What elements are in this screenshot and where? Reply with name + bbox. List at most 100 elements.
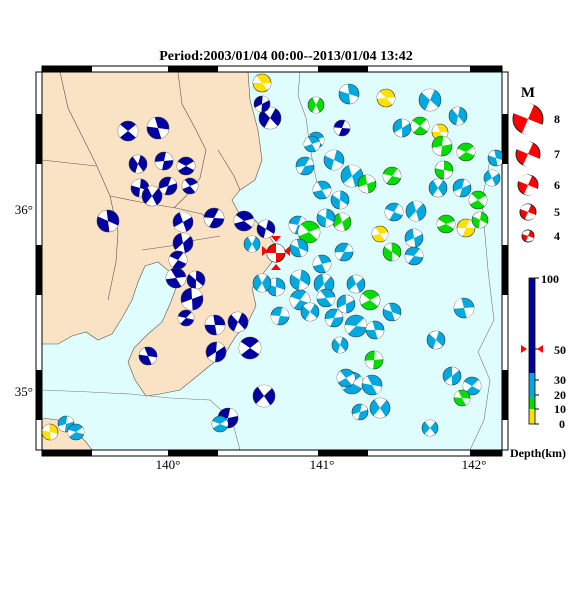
focal-mechanism xyxy=(359,289,381,311)
focal-mechanism xyxy=(334,242,354,262)
focal-mechanism xyxy=(312,254,332,274)
focal-mechanism xyxy=(369,397,391,419)
focal-mechanism xyxy=(303,135,321,153)
focal-mechanism xyxy=(300,302,320,322)
focal-mechanism xyxy=(336,294,356,314)
depth-tick-label: 20 xyxy=(554,388,566,402)
map-title: Period:2003/01/04 00:00--2013/01/04 13:4… xyxy=(159,49,413,64)
focal-mechanisms-layer xyxy=(42,73,502,441)
focal-mechanism xyxy=(442,366,462,386)
focal-mechanism xyxy=(243,235,261,253)
focal-mechanism xyxy=(336,368,356,388)
focal-mechanism xyxy=(330,190,350,210)
focal-mechanism xyxy=(141,185,163,207)
focal-mechanism xyxy=(256,219,276,239)
focal-mechanism xyxy=(211,415,229,433)
focal-mechanism xyxy=(96,209,120,233)
magnitude-legend-ball xyxy=(515,141,541,167)
focal-mechanism xyxy=(468,190,488,210)
magnitude-legend-label: 4 xyxy=(554,229,560,243)
depth-legend-unit: Depth(km) xyxy=(510,446,566,460)
magnitude-legend-ball xyxy=(517,174,539,196)
bathymetry-contour xyxy=(297,72,321,201)
magnitude-legend-title: M xyxy=(521,85,535,101)
depth-tick-label: 10 xyxy=(554,402,566,416)
focal-mechanism xyxy=(253,95,271,113)
focal-mechanism xyxy=(297,220,321,244)
focal-mechanism xyxy=(471,211,489,229)
mainshock-marker xyxy=(262,236,290,270)
magnitude-legend-label: 7 xyxy=(554,147,560,161)
focal-mechanism xyxy=(365,320,385,340)
magnitude-legend-ball xyxy=(512,103,544,135)
focal-mechanism xyxy=(252,73,272,93)
map-area xyxy=(42,72,502,450)
focal-mechanism xyxy=(344,314,368,338)
focal-mechanism xyxy=(316,288,336,308)
focal-mechanism xyxy=(384,202,404,222)
focal-mechanism xyxy=(371,225,389,243)
depth-tick-label: 100 xyxy=(541,272,559,286)
focal-mechanism xyxy=(333,119,351,137)
focal-mechanism xyxy=(346,274,366,294)
focal-mechanism xyxy=(453,389,471,407)
focal-mechanism xyxy=(436,214,456,234)
frame-ticks xyxy=(35,65,509,457)
focal-mechanism xyxy=(361,374,383,396)
depth-marker xyxy=(521,345,543,353)
focal-mechanism xyxy=(117,120,139,142)
bathymetry-contour xyxy=(469,149,495,450)
focal-mechanism xyxy=(351,403,369,421)
magnitude-legend-label: 5 xyxy=(554,205,560,219)
focal-mechanism xyxy=(357,174,377,194)
focal-mechanism xyxy=(289,238,309,258)
focal-mechanism xyxy=(487,149,502,167)
focal-mechanism xyxy=(332,212,352,232)
focal-mechanism xyxy=(312,180,332,200)
depth-tick-label: 30 xyxy=(554,373,566,387)
focal-mechanism xyxy=(434,160,454,180)
focal-mechanism xyxy=(338,83,360,105)
x-tick-label: 142° xyxy=(462,457,487,472)
focal-mechanism xyxy=(392,118,412,138)
focal-mechanism xyxy=(307,96,325,114)
y-tick-label: 36° xyxy=(15,202,33,217)
focal-mechanism xyxy=(158,176,178,196)
focal-mechanism xyxy=(180,287,204,311)
focal-mechanism xyxy=(376,88,396,108)
focal-mechanism xyxy=(176,156,196,176)
focal-mechanism xyxy=(382,242,402,262)
focal-mechanism xyxy=(448,106,468,126)
focal-mechanism xyxy=(227,311,249,333)
focal-mechanism xyxy=(323,149,345,171)
depth-tick-label: 0 xyxy=(559,417,565,431)
magnitude-legend: M 8 7 6 5 4 xyxy=(512,85,560,243)
focal-mechanism xyxy=(324,308,344,328)
focal-mechanism xyxy=(42,423,59,441)
focal-mechanism xyxy=(252,384,276,408)
land-mass xyxy=(42,72,277,397)
focal-mechanism xyxy=(431,135,453,157)
focal-mechanism xyxy=(456,142,476,162)
focal-mechanism xyxy=(421,419,439,437)
focal-mechanism xyxy=(204,314,226,336)
focal-mechanism xyxy=(165,267,187,289)
focal-mechanism xyxy=(426,330,446,350)
focal-mechanism xyxy=(316,208,336,228)
focal-mechanism xyxy=(205,341,227,363)
x-tick-label: 141° xyxy=(310,457,335,472)
focal-mechanism xyxy=(128,154,148,174)
focal-mechanism xyxy=(410,116,430,136)
magnitude-legend-ball xyxy=(519,203,537,221)
magnitude-legend-label: 8 xyxy=(554,112,560,126)
focal-mechanism xyxy=(289,269,311,291)
focal-mechanism xyxy=(186,270,206,290)
focal-mechanism xyxy=(404,246,424,266)
focal-mechanism xyxy=(295,156,315,176)
magnitude-legend-ball xyxy=(521,229,535,243)
focal-mechanism xyxy=(181,177,199,195)
focal-mechanism xyxy=(404,228,424,248)
focal-mechanism xyxy=(382,302,402,322)
focal-mechanism xyxy=(483,169,501,187)
